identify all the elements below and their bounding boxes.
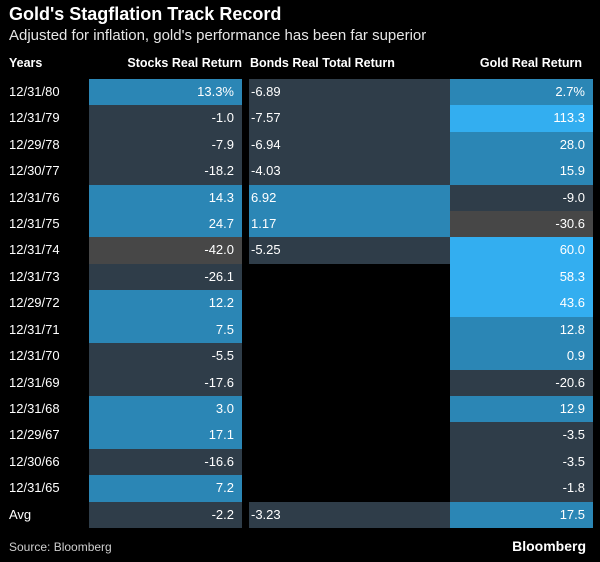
stocks-cell: 12.2 [89, 290, 242, 318]
stocks-cell: 3.0 [89, 395, 242, 423]
bonds-cell: -7.57 [249, 105, 450, 133]
returns-table: 12/31/80 13.3% -6.89 2.7% 12/31/79 -1.0 -7.57 1… [0, 79, 600, 529]
gold-cell: -30.6 [450, 211, 593, 238]
year-cell: 12/31/65 [9, 480, 60, 496]
year-cell: 12/31/68 [9, 400, 60, 416]
gold-cell: -20.6 [450, 369, 593, 397]
gold-cell: 0.9 [450, 343, 593, 371]
stocks-cell: 13.3% [89, 79, 242, 106]
bonds-cell: -5.25 [249, 237, 450, 265]
stocks-cell: 14.3 [89, 184, 242, 212]
column-header-stocks: Stocks Real Return [127, 56, 242, 70]
bonds-cell: -4.03 [249, 158, 450, 186]
gold-cell: -3.5 [450, 448, 593, 476]
gold-cell: 12.9 [450, 395, 593, 423]
stocks-cell: -16.6 [89, 448, 242, 476]
gold-cell: 12.8 [450, 316, 593, 344]
gold-cell: -3.5 [450, 422, 593, 450]
gold-cell: 113.3 [450, 105, 593, 133]
chart-subtitle: Adjusted for inflation, gold's performan… [9, 27, 427, 44]
year-cell: 12/29/72 [9, 295, 60, 311]
stocks-cell: -18.2 [89, 158, 242, 186]
column-header-gold: Gold Real Return [479, 56, 582, 70]
year-cell: 12/30/77 [9, 163, 60, 179]
gold-cell: -9.0 [450, 184, 593, 212]
year-cell: 12/29/78 [9, 136, 60, 152]
gold-cell: 28.0 [450, 131, 593, 159]
column-header-bonds: Bonds Real Total Return [250, 56, 395, 70]
year-cell: 12/29/67 [9, 427, 60, 443]
stocks-cell: -17.6 [89, 369, 242, 397]
stocks-cell: -7.9 [89, 131, 242, 159]
bonds-cell: -6.94 [249, 131, 450, 159]
year-cell: 12/31/80 [9, 84, 60, 99]
stocks-cell: -26.1 [89, 263, 242, 291]
bonds-cell: 1.17 [249, 211, 450, 238]
column-header-years: Years [9, 56, 43, 70]
gold-cell: -1.8 [450, 475, 593, 503]
stocks-cell: 17.1 [89, 422, 242, 450]
source-note: Source: Bloomberg [9, 540, 112, 554]
gold-cell: 58.3 [450, 263, 593, 291]
year-cell: 12/31/71 [9, 321, 60, 337]
year-cell: 12/31/70 [9, 348, 60, 364]
bonds-cell: 6.92 [249, 184, 450, 212]
year-cell: 12/31/75 [9, 216, 60, 232]
stocks-cell: -5.5 [89, 343, 242, 371]
brand-logo: Bloomberg [512, 538, 586, 554]
year-cell: Avg [9, 506, 32, 522]
chart-title: Gold's Stagflation Track Record [9, 4, 282, 24]
gold-cell: 17.5 [450, 501, 593, 529]
year-cell: 12/31/74 [9, 242, 60, 258]
year-cell: 12/31/76 [9, 189, 60, 205]
gold-cell: 2.7% [450, 79, 593, 106]
stocks-cell: -42.0 [89, 237, 242, 265]
stocks-cell: 7.5 [89, 316, 242, 344]
bonds-cell: -6.89 [249, 79, 450, 106]
gold-cell: 43.6 [450, 290, 593, 318]
gold-cell: 15.9 [450, 158, 593, 186]
year-cell: 12/30/66 [9, 453, 60, 469]
bonds-cell: -3.23 [249, 501, 450, 529]
gold-cell: 60.0 [450, 237, 593, 265]
year-cell: 12/31/79 [9, 110, 60, 126]
year-cell: 12/31/73 [9, 268, 60, 284]
stocks-cell: 24.7 [89, 211, 242, 238]
stocks-cell: 7.2 [89, 475, 242, 503]
year-cell: 12/31/69 [9, 374, 60, 390]
stocks-cell: -1.0 [89, 105, 242, 133]
stocks-cell: -2.2 [89, 501, 242, 529]
